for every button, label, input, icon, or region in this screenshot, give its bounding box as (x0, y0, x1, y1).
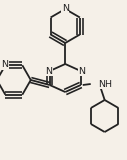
Text: N: N (1, 60, 8, 69)
Text: NH: NH (98, 80, 112, 88)
Text: N: N (78, 67, 85, 76)
Text: N: N (62, 4, 69, 12)
Text: N: N (45, 67, 52, 76)
